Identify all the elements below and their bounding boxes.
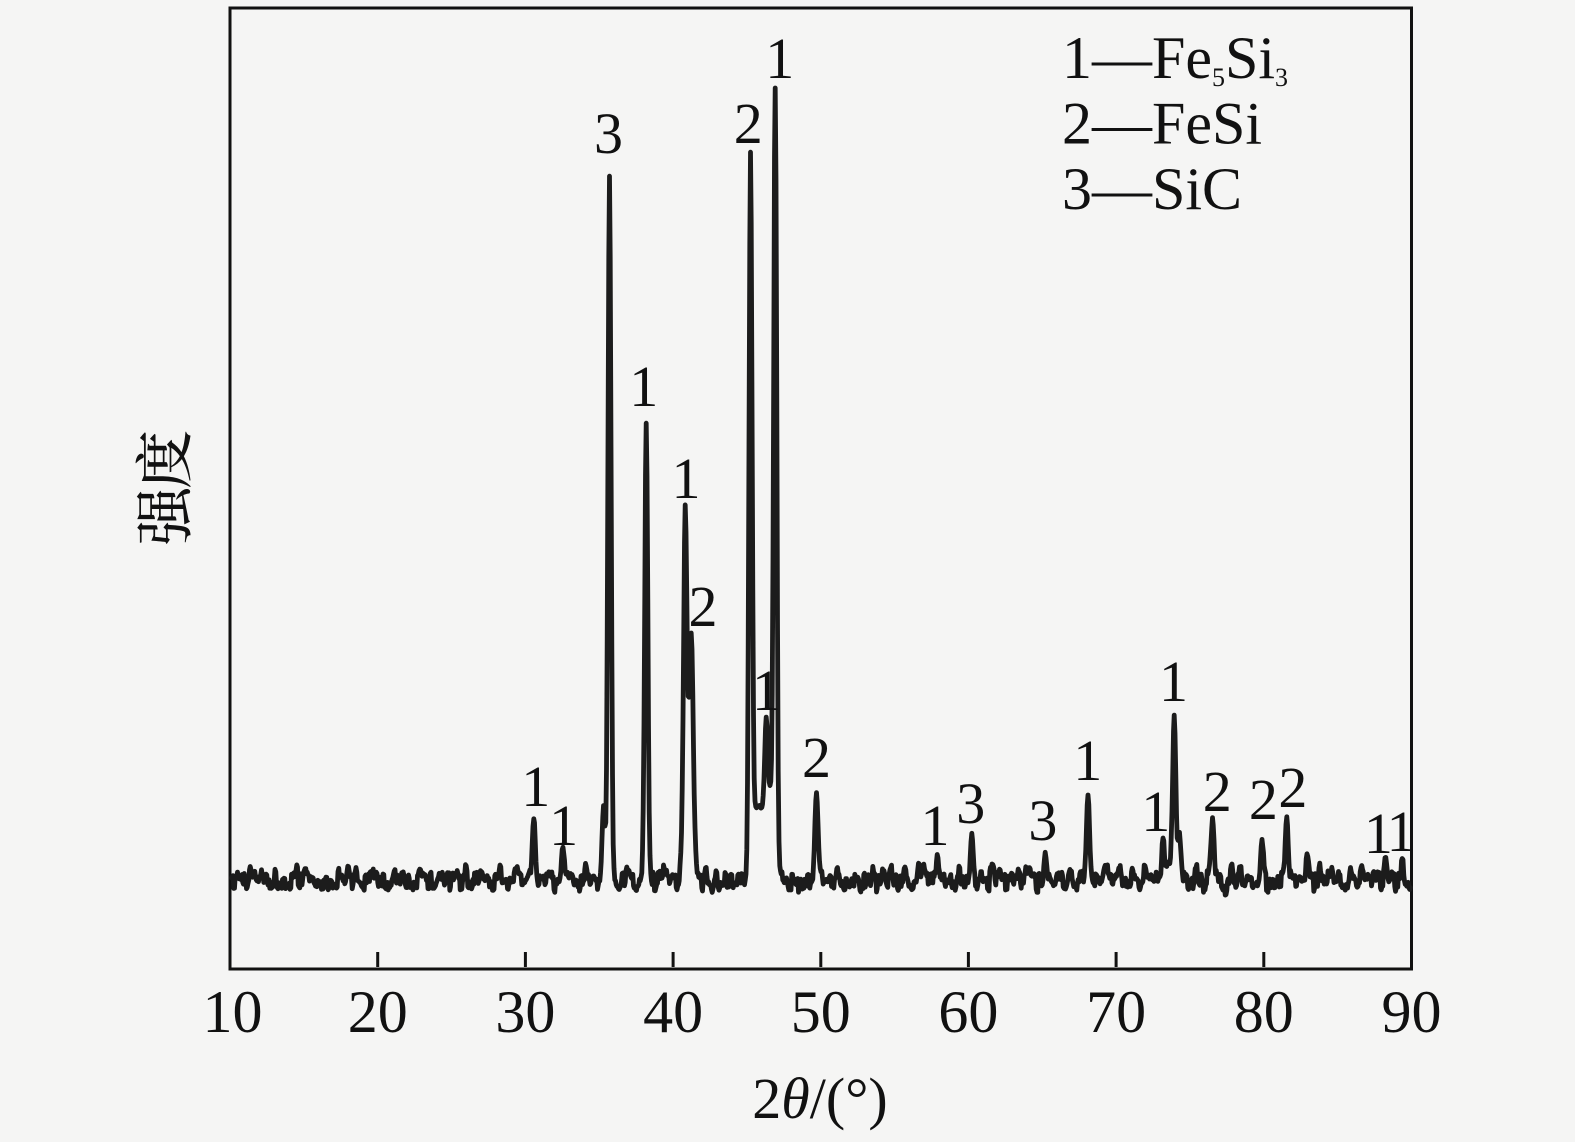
svg-text:1: 1 bbox=[672, 446, 701, 511]
svg-text:1: 1 bbox=[629, 354, 658, 419]
svg-text:80: 80 bbox=[1234, 979, 1294, 1045]
svg-text:90: 90 bbox=[1382, 979, 1442, 1045]
svg-text:2: 2 bbox=[1249, 767, 1278, 832]
svg-text:70: 70 bbox=[1086, 979, 1146, 1045]
svg-text:1: 1 bbox=[1364, 801, 1393, 866]
svg-text:2: 2 bbox=[689, 574, 718, 639]
svg-text:2: 2 bbox=[802, 725, 831, 790]
svg-text:3: 3 bbox=[956, 771, 985, 836]
svg-text:1—Fe5Si3: 1—Fe5Si3 bbox=[1062, 25, 1288, 92]
svg-text:1: 1 bbox=[1387, 799, 1416, 864]
svg-text:3: 3 bbox=[594, 101, 623, 166]
svg-text:1: 1 bbox=[752, 658, 781, 723]
svg-text:2: 2 bbox=[1203, 759, 1232, 824]
svg-text:3—SiC: 3—SiC bbox=[1062, 156, 1242, 222]
svg-text:2: 2 bbox=[734, 91, 763, 156]
svg-text:1: 1 bbox=[765, 26, 794, 91]
svg-text:3: 3 bbox=[1028, 788, 1057, 853]
svg-text:1: 1 bbox=[549, 793, 578, 858]
svg-text:1: 1 bbox=[1159, 649, 1188, 714]
svg-text:10: 10 bbox=[203, 979, 263, 1045]
svg-text:1: 1 bbox=[521, 754, 550, 819]
svg-text:60: 60 bbox=[938, 979, 998, 1045]
svg-text:2θ/(°): 2θ/(°) bbox=[752, 1066, 887, 1131]
svg-text:1: 1 bbox=[1073, 728, 1102, 793]
svg-text:30: 30 bbox=[495, 979, 555, 1045]
svg-text:2: 2 bbox=[1278, 755, 1307, 820]
svg-text:20: 20 bbox=[348, 979, 408, 1045]
svg-text:1: 1 bbox=[1141, 779, 1170, 844]
svg-text:1: 1 bbox=[921, 793, 950, 858]
svg-text:40: 40 bbox=[643, 979, 703, 1045]
svg-text:2—FeSi: 2—FeSi bbox=[1062, 91, 1262, 157]
svg-text:50: 50 bbox=[791, 979, 851, 1045]
